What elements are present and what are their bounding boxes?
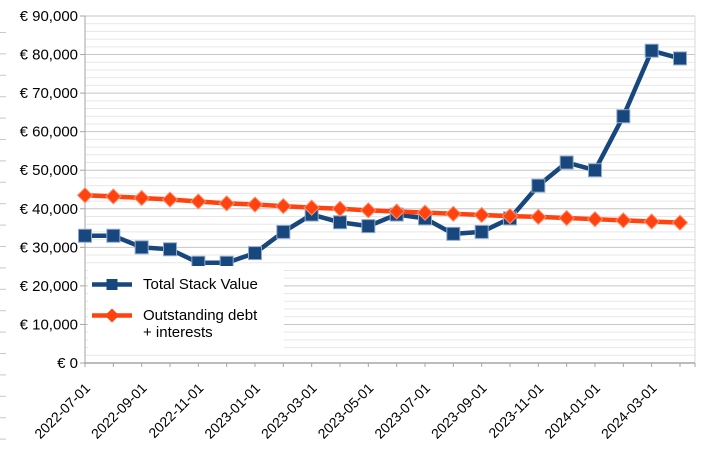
data-marker-diamond [303,199,320,216]
data-marker-diamond [671,214,689,231]
data-marker-diamond [161,191,179,208]
y-tick-label: € 80,000 [20,47,78,64]
data-marker-diamond [218,195,235,212]
y-tick-label: € 20,000 [20,278,78,295]
legend-label-line1: Outstanding debt [143,307,258,324]
sheet-row-artifact [0,417,6,419]
sheet-row-artifact [0,331,6,333]
sheet-row-artifact [0,267,6,269]
legend-label-line2: + interests [143,324,213,341]
x-tick-label: 2023-11-01 [485,380,546,441]
data-marker-diamond [615,212,632,229]
y-tick-label: € 30,000 [20,239,78,256]
sheet-row-artifact [0,224,6,226]
chart-legend: Total Stack Value Outstanding debt + int… [88,266,284,351]
x-tick-label: 2023-09-01 [428,380,490,442]
sheet-row-artifact [0,53,6,55]
y-tick-label: € 70,000 [20,85,78,102]
sheet-row-artifact [0,139,6,140]
legend-square-marker-icon [92,279,132,290]
x-tick-label: 2023-05-01 [314,380,376,442]
y-tick-label: € 50,000 [20,162,78,179]
data-marker-diamond [331,200,349,217]
data-marker-diamond [445,205,462,222]
data-marker-square [134,240,149,255]
sheet-row-artifact [0,246,6,247]
sheet-row-artifact [0,353,6,354]
sheet-row-artifact [0,74,6,76]
data-marker-diamond [246,196,264,213]
x-tick-label: 2022-07-01 [31,380,93,442]
data-marker-diamond [586,210,604,228]
x-tick-label: 2022-11-01 [145,380,206,441]
data-marker-diamond [76,187,94,204]
data-marker-diamond [275,197,292,215]
sheet-row-artifact [0,310,6,312]
y-tick-label: € 90,000 [20,8,78,25]
legend-label: Outstanding debt + interests [143,307,257,341]
series-line-1 [85,48,681,266]
data-marker-square [276,224,291,239]
data-marker-diamond [133,189,150,207]
sheet-row-artifact [0,32,6,33]
sheet-row-artifact [0,395,6,397]
data-marker-diamond [360,202,377,219]
data-marker-diamond [473,206,490,224]
data-marker-diamond [558,209,575,227]
y-tick-label: € 10,000 [20,316,78,333]
y-tick-label: € 0 [57,355,78,372]
data-marker-square [333,215,347,230]
sheet-row-artifact [0,181,6,183]
data-marker-square [531,178,546,193]
x-tick-label: 2022-09-01 [88,380,150,442]
sheet-row-artifact [0,374,6,376]
sheet-row-artifact [0,160,6,162]
x-tick-label: 2023-01-01 [201,380,263,442]
x-tick-label: 2024-03-01 [598,380,660,442]
sheet-row-artifact [0,117,6,119]
data-marker-square [78,228,92,243]
x-tick-label: 2024-01-01 [541,380,603,442]
data-marker-square [361,219,376,234]
legend-item-total-stack-value: Total Stack Value [90,276,284,293]
data-marker-square [474,224,489,239]
data-marker-diamond [105,188,122,205]
legend-diamond-marker-icon [92,308,132,323]
data-marker-square [616,109,631,124]
legend-label: Total Stack Value [143,276,258,293]
data-marker-square [673,51,687,66]
sheet-row-artifact [0,438,6,440]
data-marker-square [106,228,121,243]
legend-item-outstanding-debt: Outstanding debt + interests [90,307,284,341]
data-marker-square [446,226,461,241]
sheet-row-artifact [0,96,6,98]
x-tick-label: 2023-03-01 [258,380,320,442]
data-marker-diamond [416,204,434,221]
y-tick-label: € 60,000 [20,124,78,141]
series-line-2 [84,193,681,225]
data-marker-diamond [530,208,547,226]
y-tick-label: € 40,000 [20,201,78,218]
data-marker-diamond [643,213,660,230]
data-marker-square [644,43,659,58]
data-marker-square [248,246,262,261]
data-marker-square [588,163,602,178]
data-marker-square [559,155,574,170]
sheet-row-artifact [0,203,6,205]
data-marker-diamond [190,193,207,210]
data-marker-square [163,242,177,257]
data-marker-diamond [501,207,519,225]
sheet-row-artifact [0,288,6,290]
x-tick-label: 2023-07-01 [371,380,433,442]
data-marker-diamond [388,203,405,220]
